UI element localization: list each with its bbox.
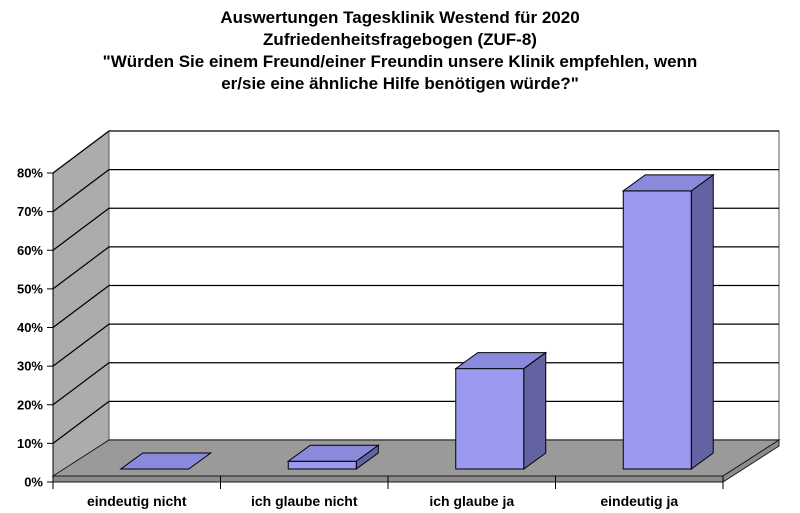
bar-ich-glaube-ja [454, 351, 548, 470]
gridline-side-80% [52, 130, 110, 174]
chart-title-line-2: Zufriedenheitsfragebogen (ZUF-8) [263, 30, 537, 49]
value-axis-label-70%: 70% [17, 204, 43, 219]
chart-title: Auswertungen Tagesklinik Westend für 202… [0, 7, 800, 95]
gridline-side-60% [52, 207, 110, 251]
category-label-eindeutig-nicht: eindeutig nicht [87, 493, 187, 509]
bar-eindeutig-nicht [119, 452, 213, 470]
category-label-ich-glaube-ja: ich glaube ja [429, 493, 514, 509]
bar-ich-glaube-nicht [286, 444, 380, 470]
bar-top-face [621, 174, 715, 192]
value-axis-label-30%: 30% [17, 359, 43, 374]
bar-side-face [523, 351, 547, 470]
chart-title-line-4: er/sie eine ähnliche Hilfe benötigen wür… [221, 74, 579, 93]
gridline-side-40% [52, 285, 110, 328]
chart-title-line-1: Auswertungen Tagesklinik Westend für 202… [220, 8, 580, 27]
value-axis-label-40%: 40% [17, 320, 43, 335]
bar-top-face [119, 452, 213, 470]
gridline-side-50% [52, 246, 110, 290]
bar-top-face [454, 352, 548, 370]
value-axis-label-60%: 60% [17, 243, 43, 258]
bar-front-face [455, 368, 525, 470]
bar-side-face [690, 173, 714, 470]
chart-title-line-3: "Würden Sie einem Freund/einer Freundin … [102, 52, 698, 71]
value-axis-label-50%: 50% [17, 281, 43, 296]
value-axis-label-20%: 20% [17, 397, 43, 412]
gridline-side-20% [52, 362, 110, 406]
bar-top-face [286, 444, 380, 462]
category-label-eindeutig-ja: eindeutig ja [600, 493, 678, 509]
bar-front-face [622, 190, 692, 470]
gridline-side-70% [52, 169, 110, 213]
bar-front-face [287, 460, 357, 470]
gridline-side-30% [52, 323, 110, 367]
value-axis-label-0%: 0% [24, 475, 43, 490]
bar-eindeutig-ja [621, 173, 715, 470]
value-axis-label-10%: 10% [17, 436, 43, 451]
category-label-ich-glaube-nicht: ich glaube nicht [251, 493, 358, 509]
gridline-side-10% [52, 400, 110, 444]
value-axis-label-80%: 80% [17, 166, 43, 181]
